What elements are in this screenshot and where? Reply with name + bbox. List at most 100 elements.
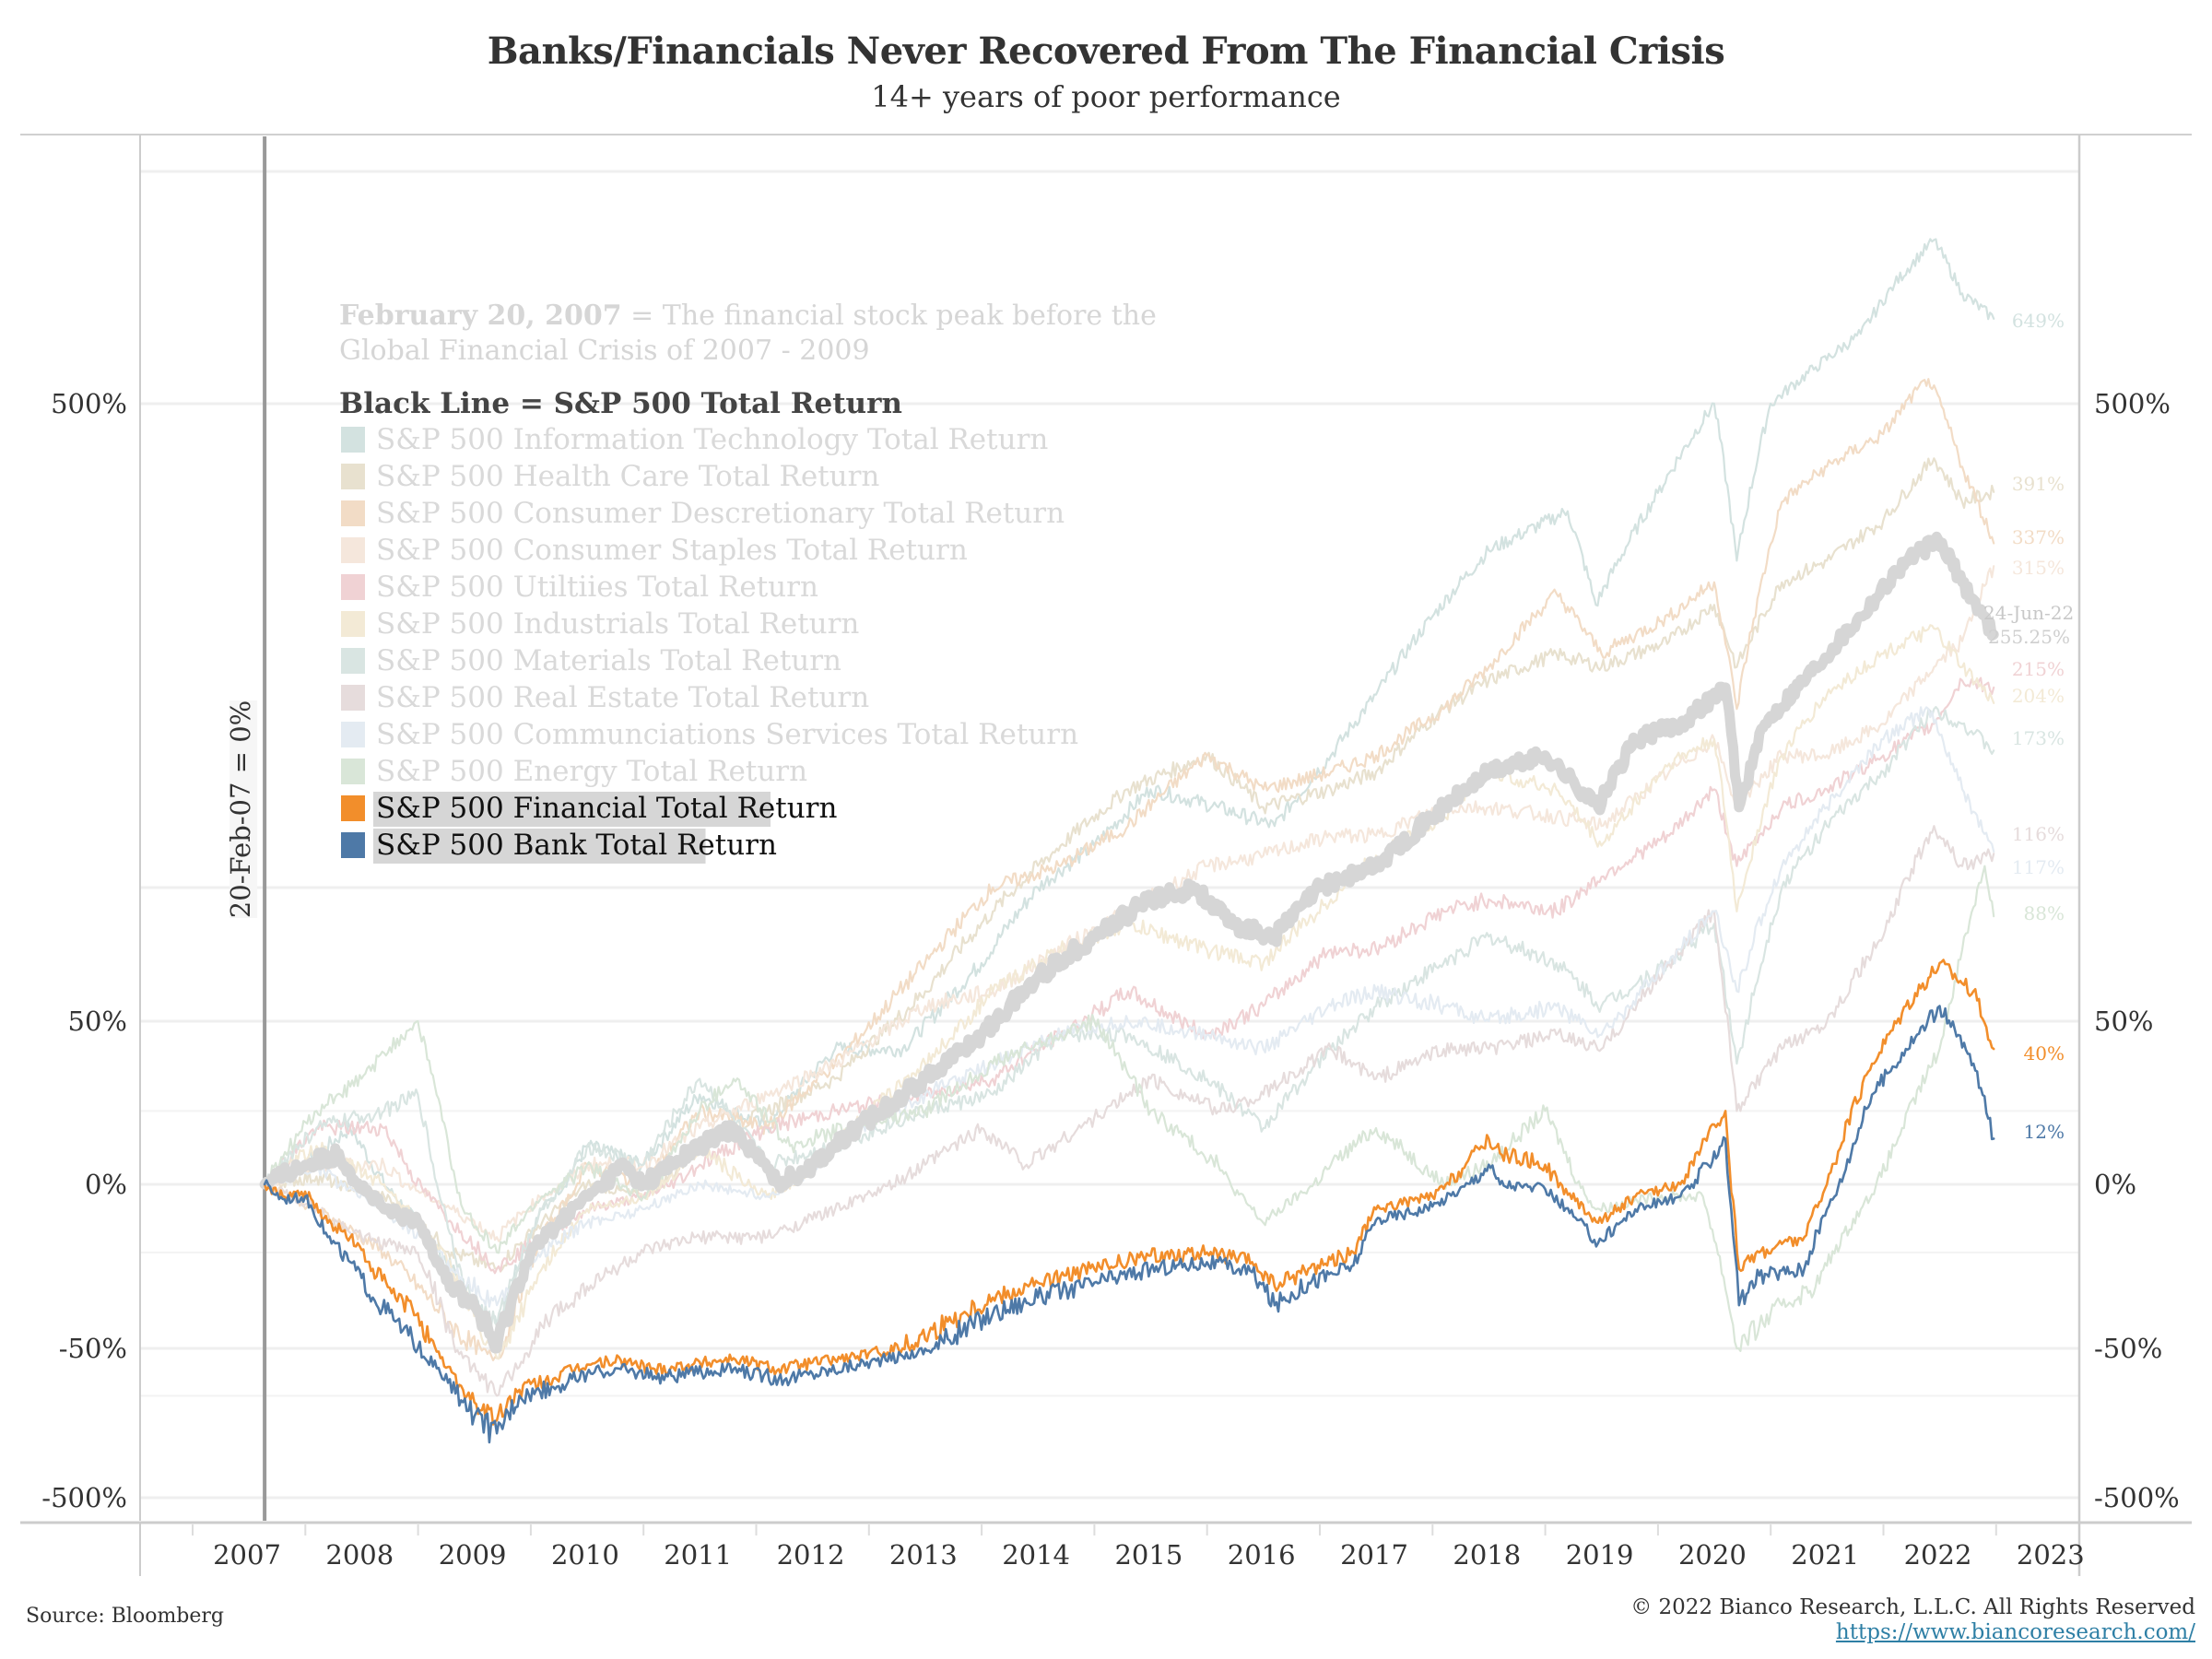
chart-title: Banks/Financials Never Recovered From Th… (487, 29, 1725, 73)
legend-item: S&P 500 Communciations Services Total Re… (341, 718, 1078, 751)
legend-swatch (341, 500, 365, 526)
x-tick-label: 2021 (1791, 1539, 1859, 1571)
legend-swatch (341, 427, 365, 453)
end-value-label: 337% (2012, 526, 2065, 548)
series-line-s-p-500-total-return (259, 531, 1999, 1354)
x-tick-label: 2013 (889, 1539, 958, 1571)
legend-item: S&P 500 Bank Total Return (341, 829, 777, 864)
series-line-s-p-500-communciations-services-total-return (264, 706, 1995, 1308)
series-line-s-p-500-health-care-total-return (264, 457, 1995, 1273)
legend-item: S&P 500 Energy Total Return (341, 755, 807, 788)
reference-line-label-text: 20-Feb-07 = 0% (225, 700, 256, 918)
x-tick-label: 2007 (213, 1539, 281, 1571)
series-line-s-p-500-bank-total-return (263, 1005, 1995, 1444)
annotation-line-1: February 20, 2007 = The financial stock … (339, 300, 1157, 332)
series-line-s-p-500-consumer-descretionary-total-return (264, 378, 1995, 1361)
end-date-label: 24-Jun-22 (1983, 602, 2074, 624)
chart-subtitle: 14+ years of poor performance (871, 79, 1341, 114)
y-axis-right-labels: 500% 50% 0% -50% -500% (2094, 388, 2180, 1513)
end-value-label: 315% (2012, 557, 2065, 579)
end-value-label: 204% (2012, 685, 2065, 707)
reference-line-label: 20-Feb-07 = 0% (225, 700, 258, 918)
y-tick-label-left: 500% (51, 388, 127, 419)
y-tick-label-right: 500% (2094, 388, 2171, 419)
series-line-s-p-500-energy-total-return (264, 865, 1995, 1352)
legend-swatch (341, 722, 365, 747)
x-tick-label: 2017 (1340, 1539, 1408, 1571)
legend-label: S&P 500 Health Care Total Return (376, 460, 879, 493)
website-link[interactable]: https://www.biancoresearch.com/ (1835, 1620, 2195, 1644)
annotation-line-2: Global Financial Crisis of 2007 - 2009 (339, 335, 870, 367)
legend-label: S&P 500 Utiltiies Total Return (376, 571, 818, 604)
legend-label: S&P 500 Consumer Descretionary Total Ret… (376, 497, 1065, 530)
legend-item: S&P 500 Materials Total Return (341, 644, 841, 677)
x-tick-label: 2016 (1228, 1539, 1296, 1571)
end-value-label: 116% (2012, 823, 2065, 845)
legend-item: S&P 500 Consumer Staples Total Return (341, 534, 968, 567)
copyright-note: © 2022 Bianco Research, L.L.C. All Right… (1630, 1595, 2195, 1619)
y-axis-left-labels: 500% 50% 0% -50% -500% (41, 388, 127, 1513)
x-tick-label: 2015 (1114, 1539, 1182, 1571)
y-tick-label-left: -50% (59, 1333, 127, 1364)
legend-item: S&P 500 Industrials Total Return (341, 607, 859, 641)
legend: Black Line = S&P 500 Total Return S&P 50… (339, 387, 1078, 864)
end-value-label: 88% (2024, 902, 2065, 924)
legend-label: S&P 500 Bank Total Return (376, 829, 777, 862)
legend-swatch (341, 759, 365, 784)
end-value-label: 173% (2012, 727, 2065, 749)
annotation-date: February 20, 2007 (339, 300, 622, 332)
legend-label: S&P 500 Real Estate Total Return (376, 681, 869, 714)
end-value-label: 255.25% (1988, 626, 2070, 648)
x-tick-label: 2022 (1904, 1539, 1972, 1571)
x-tick-label: 2012 (777, 1539, 845, 1571)
legend-swatch (341, 574, 365, 600)
x-axis-labels: 2007 2008 2009 2010 2011 2012 2013 2014 2015 2016… (213, 1539, 2085, 1571)
end-value-label: 649% (2012, 310, 2065, 332)
y-tick-label-left: 50% (68, 1006, 127, 1037)
legend-label: S&P 500 Communciations Services Total Re… (376, 718, 1078, 751)
legend-label: S&P 500 Information Technology Total Ret… (376, 423, 1048, 456)
legend-swatch (341, 537, 365, 563)
legend-heading: Black Line = S&P 500 Total Return (339, 387, 902, 420)
series-line-s-p-500-financial-total-return (263, 959, 1995, 1426)
y-tick-label-right: 50% (2094, 1006, 2153, 1037)
legend-swatch (341, 832, 365, 858)
x-tick-label: 2018 (1453, 1539, 1521, 1571)
x-tick-label: 2009 (439, 1539, 507, 1571)
y-tick-label-right: -500% (2094, 1482, 2180, 1513)
end-value-label: 391% (2012, 473, 2065, 495)
x-tick-label: 2010 (551, 1539, 619, 1571)
legend-item: S&P 500 Consumer Descretionary Total Ret… (341, 497, 1065, 530)
end-value-label: 215% (2012, 658, 2065, 680)
legend-item: S&P 500 Utiltiies Total Return (341, 571, 818, 604)
legend-label: S&P 500 Financial Total Return (376, 792, 838, 825)
x-tick-label: 2011 (664, 1539, 732, 1571)
legend-item: S&P 500 Real Estate Total Return (341, 681, 869, 714)
x-tick-label: 2019 (1566, 1539, 1634, 1571)
annotation-text-1: = The financial stock peak before the (622, 300, 1157, 332)
series-lines (259, 238, 1999, 1444)
x-tick-label: 2023 (2017, 1539, 2085, 1571)
end-value-label: 12% (2024, 1121, 2065, 1143)
x-axis-ticks (192, 1524, 1997, 1535)
end-value-labels: 649% 391% 337% 315% 215% 204% 173% 116% 117% 88% 2… (1983, 310, 2074, 1143)
y-tick-label-right: 0% (2094, 1169, 2136, 1200)
y-tick-label-left: 0% (85, 1169, 127, 1200)
legend-swatch (341, 795, 365, 821)
x-tick-label: 2014 (1002, 1539, 1070, 1571)
legend-item: S&P 500 Financial Total Return (341, 792, 838, 827)
source-note: Source: Bloomberg (26, 1605, 225, 1628)
end-value-label: 117% (2012, 856, 2065, 878)
legend-swatch (341, 685, 365, 711)
legend-item: S&P 500 Information Technology Total Ret… (341, 423, 1048, 456)
y-tick-label-left: -500% (41, 1482, 127, 1513)
legend-highlight-bg (373, 792, 771, 827)
x-tick-label: 2008 (325, 1539, 394, 1571)
end-value-label: 40% (2024, 1042, 2065, 1065)
legend-item: S&P 500 Health Care Total Return (341, 460, 879, 493)
legend-swatch (341, 648, 365, 674)
legend-highlight-bg (373, 829, 706, 864)
legend-swatch (341, 611, 365, 637)
legend-label: S&P 500 Materials Total Return (376, 644, 841, 677)
